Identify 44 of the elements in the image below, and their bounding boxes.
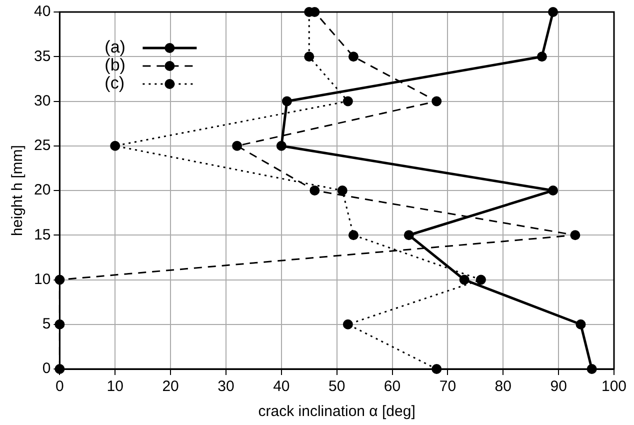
point: [576, 319, 586, 330]
point: [342, 96, 353, 106]
point: [348, 230, 358, 240]
x-tick-label: 60: [384, 378, 401, 396]
legend-label: (b): [104, 56, 126, 75]
legend-label: (c): [104, 74, 125, 93]
legend-label: (a): [104, 38, 126, 57]
y-tick-label: 25: [34, 137, 51, 154]
point: [548, 186, 558, 196]
point: [348, 52, 358, 62]
y-tick-label: 35: [34, 48, 51, 65]
x-tick-label: 30: [218, 378, 234, 396]
x-tick-label: 50: [328, 378, 346, 396]
x-tick-label: 90: [550, 378, 567, 396]
y-tick-label: 0: [42, 360, 51, 378]
point: [282, 96, 292, 106]
y-axis-title: height h [mm]: [9, 145, 26, 236]
y-tick-label: 20: [34, 182, 51, 199]
point: [304, 52, 314, 62]
point: [476, 274, 486, 285]
point: [310, 186, 320, 196]
y-tick-label: 15: [34, 226, 51, 244]
y-tick-label: 10: [34, 270, 51, 288]
point: [342, 319, 353, 330]
x-tick-label: 70: [439, 378, 456, 396]
y-tick-label: 40: [34, 3, 51, 20]
point: [110, 140, 120, 151]
x-tick-label: 100: [601, 378, 627, 396]
point: [232, 140, 242, 151]
point: [404, 230, 414, 240]
point: [570, 230, 580, 240]
point: [276, 140, 286, 151]
x-tick-label: 10: [106, 378, 124, 396]
point: [459, 274, 470, 285]
point: [536, 52, 547, 62]
y-tick-label: 30: [34, 92, 51, 110]
point: [337, 186, 348, 196]
x-tick-label: 20: [162, 378, 179, 396]
x-axis-title: crack inclination α [deg]: [258, 403, 416, 420]
x-tick-label: 0: [56, 378, 64, 396]
point: [432, 96, 442, 106]
x-tick-label: 80: [494, 378, 512, 396]
y-tick-label: 5: [42, 316, 51, 333]
x-tick-label: 40: [273, 378, 290, 396]
